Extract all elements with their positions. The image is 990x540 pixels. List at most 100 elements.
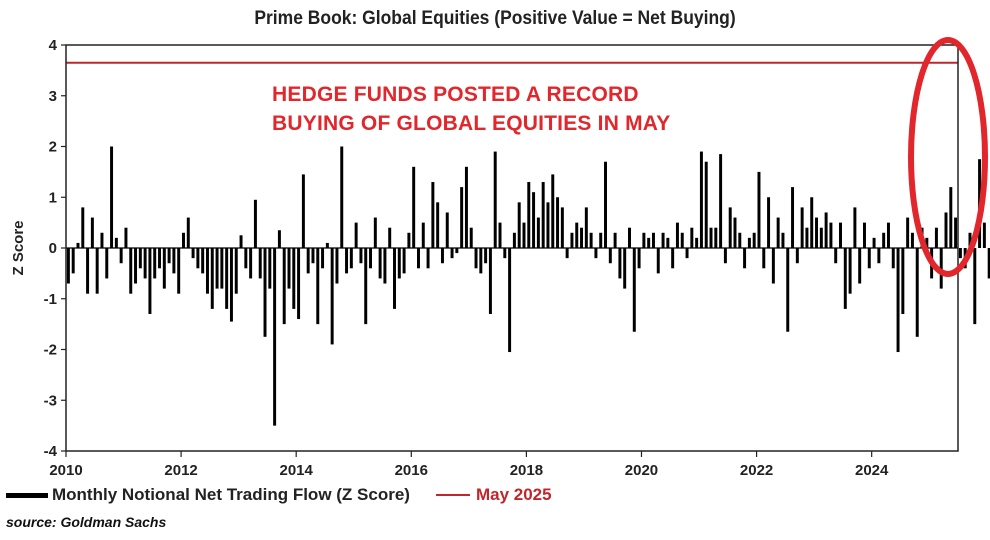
bar	[944, 212, 948, 248]
y-tick-label: 3	[49, 88, 57, 105]
bar	[906, 217, 910, 248]
bar	[402, 248, 406, 274]
bar	[436, 202, 440, 248]
bar	[839, 222, 842, 249]
bar	[321, 248, 325, 269]
bar	[757, 171, 761, 249]
bar	[599, 232, 603, 248]
bar	[671, 248, 675, 269]
y-tick-label: 1	[49, 189, 57, 206]
legend-swatch-flow	[6, 492, 48, 498]
bar	[484, 248, 488, 264]
bar	[666, 237, 670, 248]
bar	[771, 248, 775, 284]
bar	[383, 248, 387, 284]
bar	[71, 248, 75, 274]
bar	[464, 166, 468, 248]
bar	[330, 248, 334, 345]
bar	[632, 248, 636, 332]
bar	[158, 248, 161, 269]
bar	[536, 217, 540, 248]
bar	[743, 248, 747, 269]
bar-series	[66, 146, 990, 426]
bar	[263, 248, 267, 337]
bar	[954, 217, 958, 248]
bar	[580, 227, 584, 248]
bar	[373, 217, 377, 248]
x-tick-label: 2012	[164, 462, 197, 479]
bar	[642, 232, 646, 248]
bar	[354, 222, 358, 249]
bar	[656, 248, 660, 274]
x-tick-label: 2014	[280, 462, 314, 479]
bar	[848, 248, 852, 294]
bar	[397, 248, 401, 279]
bar	[910, 232, 914, 248]
bar	[551, 174, 555, 248]
bar	[393, 248, 396, 309]
bar	[114, 237, 118, 248]
bar	[297, 248, 301, 320]
y-tick-label: -2	[44, 342, 57, 359]
bar	[661, 232, 665, 248]
bar	[934, 227, 938, 248]
bar	[699, 151, 703, 248]
bar	[244, 248, 248, 269]
bar	[680, 232, 684, 248]
bar	[738, 232, 742, 248]
bar	[584, 207, 588, 248]
bar	[340, 146, 344, 248]
bar	[455, 248, 459, 254]
y-axis-label: Z Score	[10, 220, 27, 275]
bar	[201, 248, 205, 274]
bar	[949, 187, 953, 248]
annotation: HEDGE FUNDS POSTED A RECORD BUYING OF GL…	[272, 80, 670, 138]
bar	[575, 222, 579, 249]
bar	[345, 248, 349, 274]
bar	[253, 199, 257, 248]
bar	[829, 222, 833, 249]
y-tick-label: 0	[49, 240, 57, 257]
bar	[110, 146, 114, 248]
x-tick-label: 2024	[855, 462, 889, 479]
x-tick-label: 2018	[510, 462, 543, 479]
bar	[695, 237, 699, 248]
x-tick-label: 2016	[395, 462, 428, 479]
bar	[239, 235, 243, 248]
bar	[589, 232, 593, 248]
bar	[460, 187, 464, 248]
bar	[647, 237, 651, 248]
bar	[388, 227, 392, 248]
bar	[791, 187, 795, 248]
annotation-line-2: BUYING OF GLOBAL EQUITIES IN MAY	[272, 112, 671, 135]
bar	[95, 248, 99, 294]
bar	[412, 166, 416, 248]
bar	[728, 207, 732, 248]
bar	[503, 248, 507, 259]
bar	[527, 182, 531, 248]
bar	[877, 248, 881, 264]
bar	[301, 174, 305, 248]
bar	[565, 248, 569, 259]
bar	[86, 248, 90, 294]
bar	[292, 248, 296, 309]
bar	[762, 248, 766, 269]
bar	[450, 248, 454, 259]
bar	[651, 232, 655, 248]
bar	[939, 248, 943, 289]
bar	[177, 248, 181, 294]
legend-label-flow: Monthly Notional Net Trading Flow (Z Sco…	[52, 485, 410, 504]
bar	[90, 217, 94, 248]
bar	[124, 227, 128, 248]
y-tick-label: -3	[44, 392, 57, 409]
bar	[277, 230, 281, 248]
bar	[747, 237, 751, 248]
bar	[498, 222, 502, 249]
bar	[225, 248, 229, 309]
legend: Monthly Notional Net Trading Flow (Z Sco…	[6, 485, 552, 505]
bar	[234, 248, 238, 294]
bar	[973, 248, 977, 325]
bar	[556, 197, 560, 248]
bar	[186, 217, 190, 248]
bar	[378, 248, 382, 279]
